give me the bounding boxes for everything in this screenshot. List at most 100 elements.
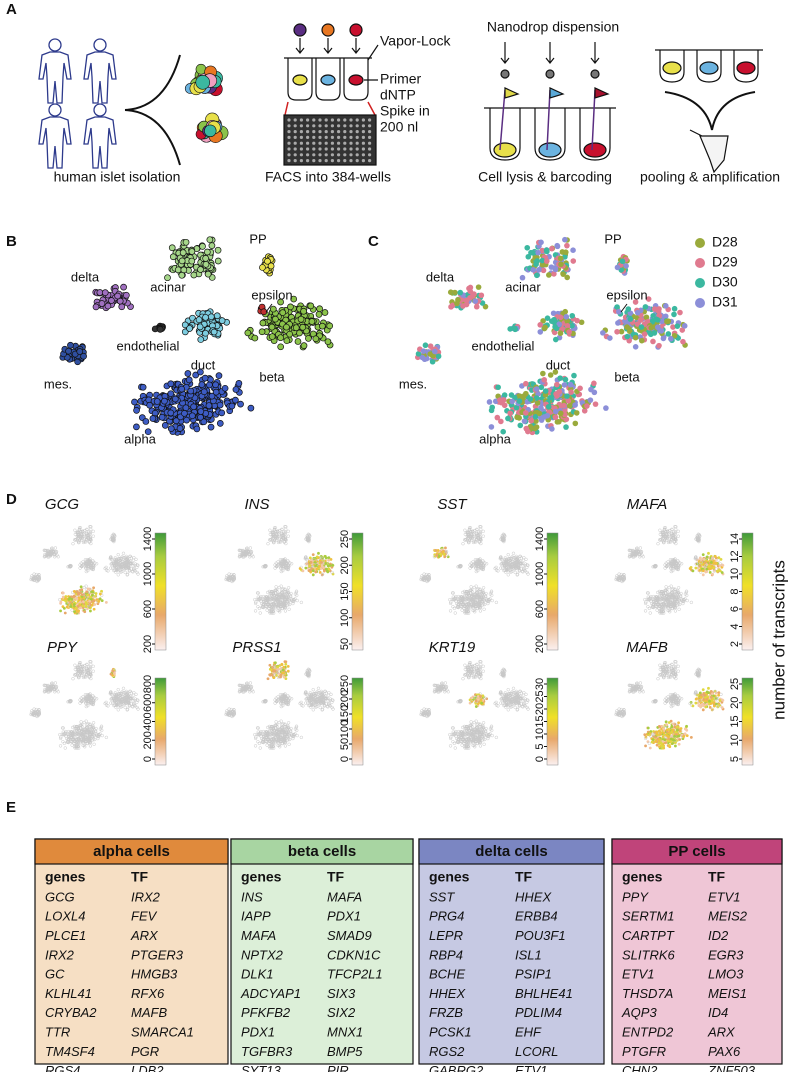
cell-point [584,403,590,409]
plate-well [343,153,347,157]
pooling [655,49,763,174]
cell-point [533,386,540,392]
cell-point [656,542,660,546]
cell-point [300,342,308,349]
plate-well [337,124,341,128]
plate-well [355,147,359,151]
cell-point [648,324,655,331]
cell-point [600,330,606,336]
plate-well [361,135,365,139]
cell-point [215,372,223,379]
cell-point [650,338,656,345]
panel-label: C [368,233,379,250]
cell-point [259,319,267,327]
cell-point [185,376,193,384]
cell-point [676,529,680,533]
cell-point [567,381,574,388]
cell-point [205,402,213,409]
panel-label: A [6,1,17,18]
cell-point [718,564,722,567]
plate-well [355,159,359,163]
cell-point [315,311,323,318]
cell-point [435,553,439,557]
cell-point [283,323,290,331]
cell-point [473,303,480,310]
cell-point [523,425,530,432]
cell-point [664,318,670,325]
panel-label: D [6,491,17,508]
cell-point [534,258,540,264]
cell-point [469,293,476,299]
cell-point [638,324,645,330]
cluster-label: acinar [505,279,541,294]
cell-point [188,412,196,420]
cell-point [625,306,632,312]
plate-well [306,153,310,157]
cell-point [534,272,540,279]
cell-point [710,564,714,568]
cell-point [562,236,568,243]
cluster-label: epsilon [251,287,292,302]
cell-point [195,316,203,324]
cell-point [98,300,106,307]
cell-point [324,338,332,346]
cell-point [123,291,130,299]
cell-point [475,284,482,290]
human-icon [83,103,117,169]
cell-point [454,300,460,307]
cell-point [67,598,71,601]
cell-point [79,606,83,610]
cell-point [181,410,188,417]
cell-point [274,585,278,589]
cell-point [570,247,576,253]
cell-point [538,239,544,246]
step-caption: Cell lysis & barcoding [478,169,612,185]
plate-well [343,135,347,139]
cell-point [290,295,298,303]
cell-point [86,587,90,591]
cell-point [300,307,307,315]
plate-well [293,124,297,128]
cell-point [656,342,662,349]
plate-well [299,141,303,145]
cell-point [689,600,694,605]
cell-point [196,323,204,331]
cell-point [641,331,648,337]
cell-point [642,304,649,310]
cell-point [289,562,294,566]
y-label: number of transcripts [769,560,788,720]
cell-point [321,309,329,316]
plate-well [312,124,316,128]
cell-point [308,556,312,560]
cell-point [452,289,458,296]
cell-point [322,569,326,573]
cell-point [701,553,705,557]
cell-point [552,408,559,415]
cell-point [314,564,317,568]
cluster-label: endothelial [117,338,180,353]
cell-point [591,380,597,387]
cell-point [82,600,85,604]
cell-point [228,402,236,410]
cell-point [549,426,555,432]
plate-well [330,130,334,134]
cell-point [315,555,319,559]
plate-well [324,141,328,145]
cell-point [295,598,299,603]
plate-well [361,141,365,145]
plate-well [337,141,341,145]
cell-point [720,571,724,574]
cell-point [258,611,262,615]
plate-well [368,147,372,151]
cell-point [566,402,573,409]
cell-point [279,309,287,317]
plate-well [361,153,365,157]
cell-point [193,425,201,433]
plate-well [299,153,303,157]
plate-well [293,118,297,122]
plate-well [306,147,310,151]
cell-point [59,602,63,605]
plate-well [361,130,365,134]
cell-point [524,244,531,251]
